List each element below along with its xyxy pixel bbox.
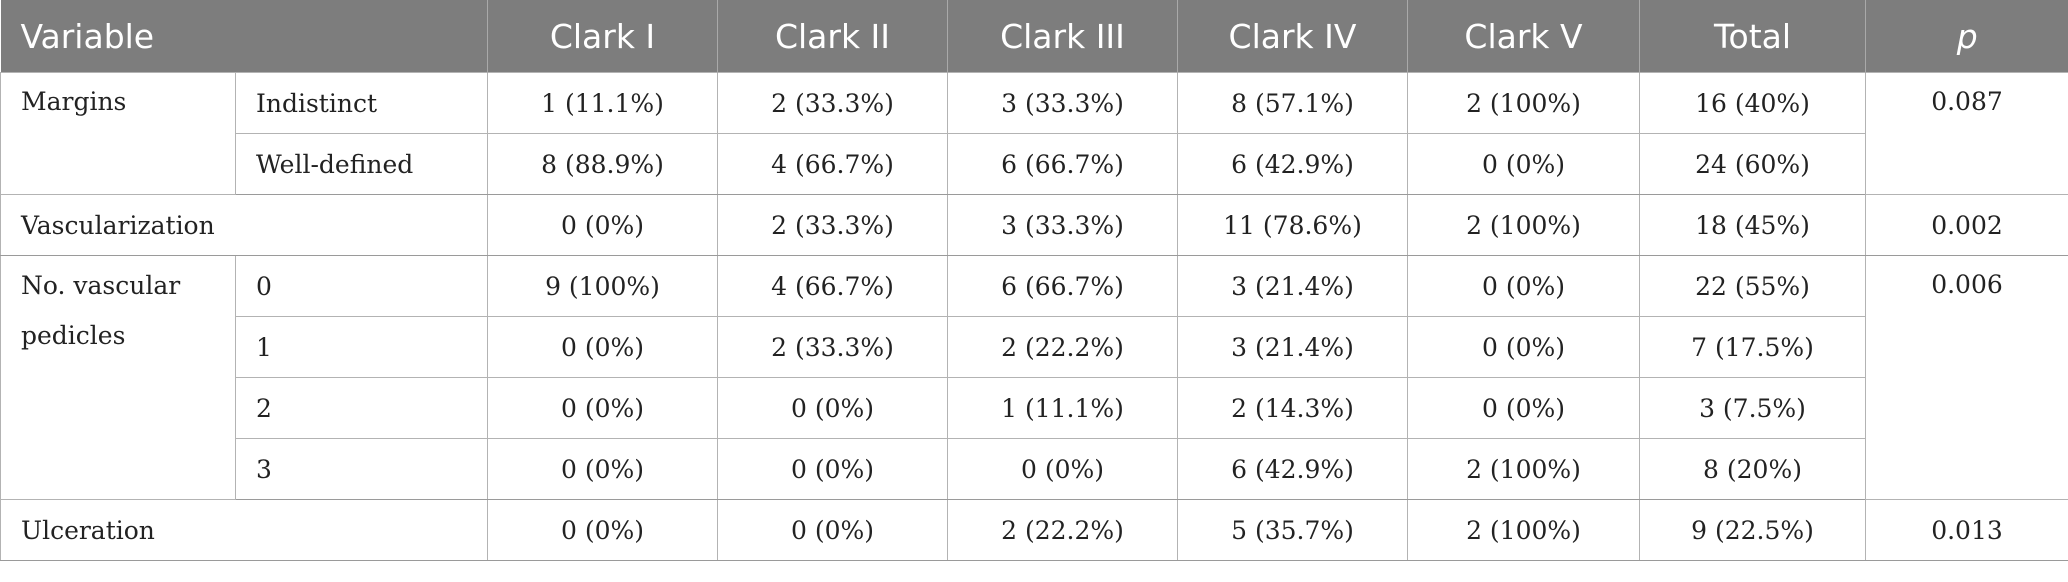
cell-clark-2: 2 (33.3%) bbox=[717, 194, 948, 256]
sub-label: Well-defined bbox=[235, 133, 488, 195]
cell-clark-3: 3 (33.3%) bbox=[947, 194, 1178, 256]
cell-clark-3: 2 (22.2%) bbox=[947, 499, 1178, 561]
cell-clark-5: 0 (0%) bbox=[1407, 316, 1640, 378]
p-value-vascular-pedicles: 0.006 bbox=[1865, 255, 2068, 500]
sub-label: 2 bbox=[235, 377, 488, 439]
cell-clark-1: 8 (88.9%) bbox=[487, 133, 718, 195]
cell-clark-1: 0 (0%) bbox=[487, 377, 718, 439]
table-row: Margins Indistinct 1 (11.1%) 2 (33.3%) 3… bbox=[0, 72, 2068, 195]
header-clark-4: Clark IV bbox=[1177, 0, 1408, 73]
cell-total: 8 (20%) bbox=[1639, 438, 1866, 500]
cell-total: 9 (22.5%) bbox=[1639, 499, 1866, 561]
cell-clark-3: 2 (22.2%) bbox=[947, 316, 1178, 378]
header-clark-2: Clark II bbox=[717, 0, 948, 73]
header-clark-5: Clark V bbox=[1407, 0, 1640, 73]
table-header: Variable Clark I Clark II Clark III Clar… bbox=[0, 0, 2068, 73]
header-total: Total bbox=[1639, 0, 1866, 73]
cell-clark-2: 2 (33.3%) bbox=[717, 72, 948, 134]
cell-clark-3: 3 (33.3%) bbox=[947, 72, 1178, 134]
cell-clark-4: 6 (42.9%) bbox=[1177, 438, 1408, 500]
cell-clark-3: 6 (66.7%) bbox=[947, 133, 1178, 195]
sub-label: Indistinct bbox=[235, 72, 488, 134]
cell-total: 3 (7.5%) bbox=[1639, 377, 1866, 439]
sub-label: 3 bbox=[235, 438, 488, 500]
cell-clark-1: 0 (0%) bbox=[487, 194, 718, 256]
cell-clark-5: 2 (100%) bbox=[1407, 194, 1640, 256]
cell-total: 24 (60%) bbox=[1639, 133, 1866, 195]
p-value-margins: 0.087 bbox=[1865, 72, 2068, 195]
cell-clark-1: 0 (0%) bbox=[487, 316, 718, 378]
sub-label: 0 bbox=[235, 255, 488, 317]
cell-clark-2: 4 (66.7%) bbox=[717, 255, 948, 317]
cell-clark-4: 8 (57.1%) bbox=[1177, 72, 1408, 134]
cell-clark-4: 11 (78.6%) bbox=[1177, 194, 1408, 256]
table-row: Well-defined 8 (88.9%) 4 (66.7%) 6 (66.7… bbox=[1, 133, 2068, 195]
table-row: 3 0 (0%) 0 (0%) 0 (0%) 6 (42.9%) 2 (100%… bbox=[1, 438, 2068, 500]
cell-clark-2: 0 (0%) bbox=[717, 499, 948, 561]
cell-total: 16 (40%) bbox=[1639, 72, 1866, 134]
cell-clark-1: 1 (11.1%) bbox=[487, 72, 718, 134]
cell-clark-4: 5 (35.7%) bbox=[1177, 499, 1408, 561]
cell-clark-4: 3 (21.4%) bbox=[1177, 316, 1408, 378]
cell-total: 7 (17.5%) bbox=[1639, 316, 1866, 378]
cell-clark-5: 0 (0%) bbox=[1407, 255, 1640, 317]
cell-total: 18 (45%) bbox=[1639, 194, 1866, 256]
table-row: No. vascular pedicles 0 9 (100%) 4 (66.7… bbox=[0, 255, 2068, 500]
cell-total: 22 (55%) bbox=[1639, 255, 1866, 317]
results-table: Variable Clark I Clark II Clark III Clar… bbox=[0, 0, 2068, 561]
header-clark-3: Clark III bbox=[947, 0, 1178, 73]
p-value-ulceration: 0.013 bbox=[1865, 499, 2068, 561]
cell-clark-5: 2 (100%) bbox=[1407, 438, 1640, 500]
cell-clark-3: 0 (0%) bbox=[947, 438, 1178, 500]
cell-clark-5: 0 (0%) bbox=[1407, 133, 1640, 195]
table-row: 2 0 (0%) 0 (0%) 1 (11.1%) 2 (14.3%) 0 (0… bbox=[1, 377, 2068, 439]
table-row: Ulceration 0 (0%) 0 (0%) 2 (22.2%) 5 (35… bbox=[0, 499, 2068, 561]
table-body: Margins Indistinct 1 (11.1%) 2 (33.3%) 3… bbox=[0, 72, 2068, 561]
cell-clark-5: 2 (100%) bbox=[1407, 499, 1640, 561]
cell-clark-1: 0 (0%) bbox=[487, 499, 718, 561]
cell-clark-3: 6 (66.7%) bbox=[947, 255, 1178, 317]
sub-label: 1 bbox=[235, 316, 488, 378]
cell-clark-2: 0 (0%) bbox=[717, 377, 948, 439]
cell-clark-2: 2 (33.3%) bbox=[717, 316, 948, 378]
row-label-margins: Margins bbox=[0, 72, 236, 195]
row-label-vascular-pedicles: No. vascular pedicles bbox=[0, 255, 236, 500]
cell-clark-4: 3 (21.4%) bbox=[1177, 255, 1408, 317]
row-label-vascularization: Vascularization bbox=[0, 194, 488, 256]
cell-clark-5: 0 (0%) bbox=[1407, 377, 1640, 439]
cell-clark-1: 0 (0%) bbox=[487, 438, 718, 500]
p-value-vascularization: 0.002 bbox=[1865, 194, 2068, 256]
cell-clark-1: 9 (100%) bbox=[487, 255, 718, 317]
header-p-value: p bbox=[1865, 0, 2068, 73]
table-row: Vascularization 0 (0%) 2 (33.3%) 3 (33.3… bbox=[0, 194, 2068, 256]
cell-clark-5: 2 (100%) bbox=[1407, 72, 1640, 134]
header-variable: Variable bbox=[0, 0, 488, 73]
table-row: 1 0 (0%) 2 (33.3%) 2 (22.2%) 3 (21.4%) 0… bbox=[1, 316, 2068, 378]
cell-clark-4: 2 (14.3%) bbox=[1177, 377, 1408, 439]
header-clark-1: Clark I bbox=[487, 0, 718, 73]
cell-clark-2: 0 (0%) bbox=[717, 438, 948, 500]
header-row: Variable Clark I Clark II Clark III Clar… bbox=[0, 0, 2068, 73]
cell-clark-3: 1 (11.1%) bbox=[947, 377, 1178, 439]
row-label-ulceration: Ulceration bbox=[0, 499, 488, 561]
cell-clark-2: 4 (66.7%) bbox=[717, 133, 948, 195]
cell-clark-4: 6 (42.9%) bbox=[1177, 133, 1408, 195]
